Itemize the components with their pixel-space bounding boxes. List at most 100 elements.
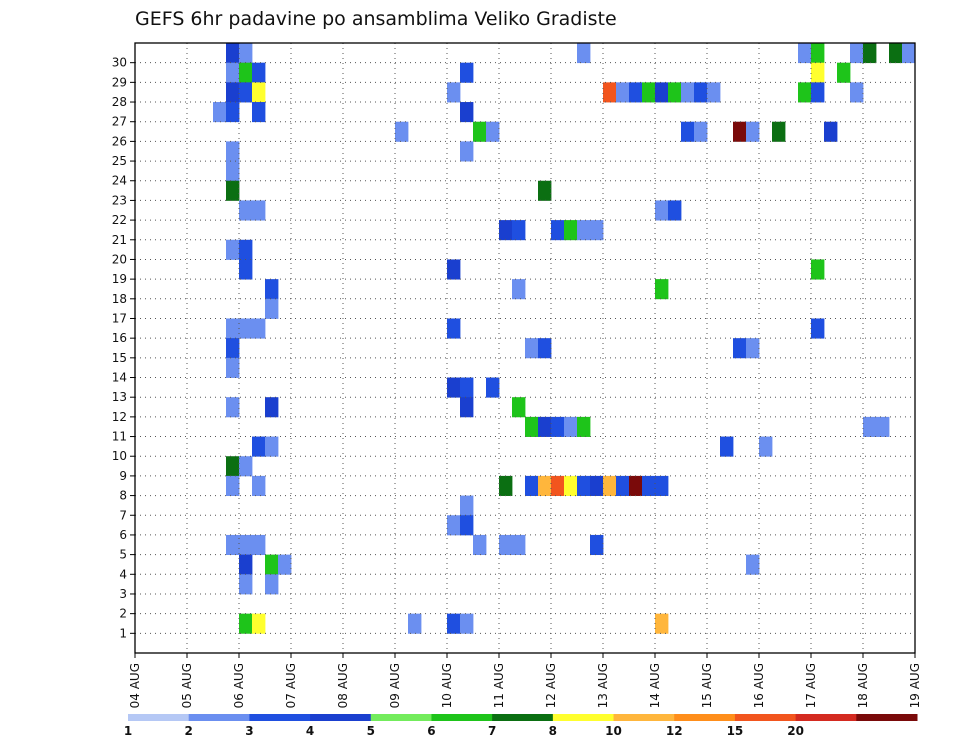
ensemble-cell: [733, 338, 747, 359]
colorbar-label: 7: [488, 724, 496, 738]
ensemble-cell: [538, 416, 552, 437]
ensemble-cell: [252, 613, 266, 634]
y-tick-label: 27: [112, 115, 127, 129]
x-tick-label: 17 AUG: [804, 663, 818, 708]
y-tick-label: 20: [112, 252, 127, 266]
ensemble-cell: [642, 82, 656, 103]
ensemble-cell: [252, 102, 266, 123]
y-tick-label: 11: [112, 430, 127, 444]
ensemble-cell: [655, 475, 669, 496]
ensemble-cell: [694, 121, 708, 142]
y-tick-label: 6: [119, 528, 127, 542]
ensemble-cell: [668, 82, 682, 103]
colorbar-swatch: [431, 714, 493, 721]
y-tick-label: 12: [112, 410, 127, 424]
ensemble-cell: [473, 121, 487, 142]
y-tick-label: 10: [112, 449, 127, 463]
y-tick-label: 26: [112, 134, 127, 148]
ensemble-cell: [473, 534, 487, 556]
ensemble-cell: [525, 416, 539, 437]
ensemble-cell: [525, 338, 539, 359]
x-tick-label: 16 AUG: [752, 663, 766, 708]
colorbar-label: 6: [427, 724, 435, 738]
ensemble-cell: [460, 62, 474, 83]
ensemble-cell: [447, 318, 461, 339]
y-tick-label: 19: [112, 272, 127, 286]
y-tick-label: 23: [112, 193, 127, 207]
ensemble-cell: [460, 102, 474, 123]
x-tick-label: 19 AUG: [908, 663, 922, 708]
ensemble-cell: [213, 102, 227, 123]
ensemble-cell: [512, 220, 526, 241]
ensemble-cell: [707, 82, 721, 103]
ensemble-cell: [460, 613, 474, 634]
y-tick-label: 22: [112, 213, 127, 227]
ensemble-cell: [252, 62, 266, 83]
ensemble-cell: [239, 613, 253, 634]
y-tick-label: 8: [119, 489, 127, 503]
plot-frame: [134, 42, 916, 654]
ensemble-cell: [252, 475, 266, 496]
ensemble-cell: [226, 534, 240, 556]
y-tick-label: 25: [112, 154, 127, 168]
ensemble-cell: [525, 475, 539, 496]
ensemble-cell: [447, 515, 461, 536]
ensemble-cell: [226, 456, 240, 477]
y-tick-label: 9: [119, 469, 127, 483]
ensemble-cell: [226, 357, 240, 378]
x-tick-label: 11 AUG: [492, 663, 506, 708]
ensemble-cell: [499, 220, 513, 241]
ensemble-cell: [590, 220, 604, 241]
ensemble-cell: [811, 82, 825, 103]
ensemble-cell: [278, 554, 292, 575]
ensemble-cell: [655, 613, 669, 634]
ensemble-cell: [239, 259, 253, 280]
y-tick-label: 1: [119, 626, 127, 640]
x-tick-label: 04 AUG: [128, 663, 142, 708]
y-tick-label: 16: [112, 331, 127, 345]
ensemble-cell: [798, 82, 812, 103]
ensemble-cell: [408, 613, 422, 634]
ensemble-cell: [486, 121, 500, 142]
y-tick-label: 3: [119, 587, 127, 601]
ensemble-cell: [499, 534, 513, 556]
y-tick-label: 17: [112, 311, 127, 325]
ensemble-cell: [265, 436, 279, 457]
ensemble-cell: [772, 121, 786, 142]
y-tick-label: 21: [112, 233, 127, 247]
y-tick-label: 24: [112, 174, 127, 188]
ensemble-cell: [512, 397, 526, 418]
ensemble-cell: [226, 62, 240, 83]
x-tick-label: 18 AUG: [856, 663, 870, 708]
colorbar-label: 12: [666, 724, 683, 738]
ensemble-cell: [720, 436, 734, 457]
ensemble-cell: [759, 436, 773, 457]
ensemble-cell: [226, 338, 240, 359]
ensemble-cell: [590, 475, 604, 496]
ensemble-cell: [252, 82, 266, 103]
ensemble-cell: [239, 82, 253, 103]
ensemble-cell: [863, 43, 877, 64]
ensemble-cell: [460, 377, 474, 398]
colorbar-label: 3: [245, 724, 253, 738]
ensemble-cell: [551, 416, 565, 437]
ensemble-cell: [239, 200, 253, 221]
y-tick-label: 13: [112, 390, 127, 404]
colorbar-swatch: [734, 714, 797, 721]
ensemble-cell: [538, 338, 552, 359]
ensemble-cell: [239, 456, 253, 477]
colorbar-label: 10: [605, 724, 622, 738]
x-tick-label: 12 AUG: [544, 663, 558, 708]
ensemble-cell: [252, 318, 266, 339]
ensemble-cell: [499, 475, 513, 496]
ensemble-cell: [811, 318, 825, 339]
colorbar-label: 4: [306, 724, 314, 738]
colorbar: 1 2 3 4 5 6 7 8 10 12 15 20: [124, 714, 918, 738]
y-tick-label: 2: [119, 607, 127, 621]
ensemble-cell: [681, 82, 695, 103]
ensemble-cell: [252, 200, 266, 221]
x-axis-ticks: 04 AUG 05 AUG 06 AUG 07 AUG 08 AUG 09 AUG 10 A…: [128, 653, 922, 708]
colorbar-label: 15: [727, 724, 744, 738]
ensemble-cell: [538, 180, 552, 201]
ensemble-cell: [564, 220, 578, 241]
